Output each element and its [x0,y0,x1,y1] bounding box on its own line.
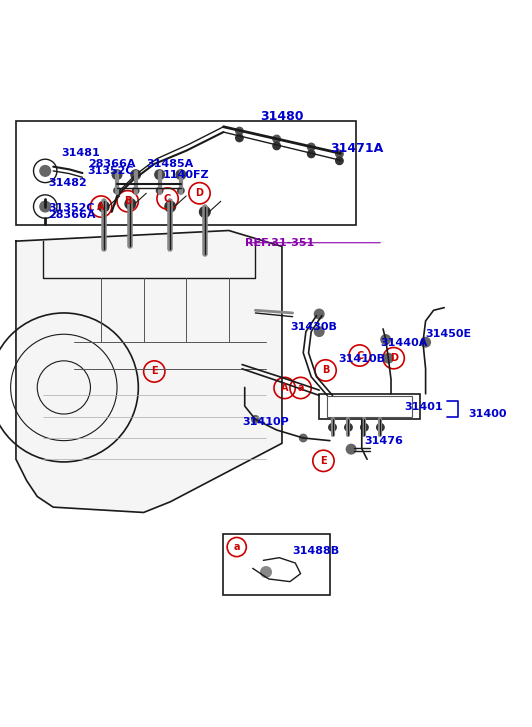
Text: A: A [97,201,105,212]
Circle shape [200,206,210,217]
Circle shape [261,567,271,577]
Text: 31485A: 31485A [146,159,194,169]
Text: 31410B: 31410B [338,354,385,364]
Text: B: B [322,366,329,375]
Circle shape [112,170,122,180]
Circle shape [307,150,315,158]
Circle shape [273,135,280,142]
Bar [16,121,356,225]
Text: REF.31-351: REF.31-351 [245,238,314,248]
Circle shape [345,424,352,431]
Circle shape [346,444,356,454]
Text: a: a [234,542,240,552]
Text: 31430B: 31430B [290,322,337,332]
Circle shape [381,334,390,345]
Text: 31352C: 31352C [48,203,94,212]
Text: 31450E: 31450E [426,329,472,340]
Text: D: D [389,353,398,364]
Text: 1140FZ: 1140FZ [162,169,209,180]
Text: E: E [151,366,157,377]
Text: D: D [195,188,204,198]
Text: 31401: 31401 [404,402,443,412]
Circle shape [336,150,343,158]
Text: A: A [281,383,288,393]
Circle shape [377,424,384,431]
Text: C: C [356,350,363,361]
Circle shape [336,157,343,164]
Circle shape [40,201,51,212]
Text: C: C [164,193,171,204]
Text: 31410P: 31410P [242,417,289,427]
Text: 31440A: 31440A [380,338,428,348]
Circle shape [329,424,336,431]
Text: 31476: 31476 [364,435,403,446]
Text: E: E [320,456,327,466]
Circle shape [156,188,163,194]
Circle shape [236,134,243,142]
Text: B: B [124,196,131,206]
Circle shape [165,201,176,212]
Circle shape [361,424,368,431]
Circle shape [98,201,109,212]
Circle shape [307,143,315,150]
Polygon shape [16,230,282,513]
Circle shape [40,166,51,176]
Circle shape [176,170,186,180]
Circle shape [384,353,393,363]
Circle shape [132,188,139,194]
Circle shape [300,434,307,442]
Text: 31471A: 31471A [330,142,383,155]
Circle shape [125,198,136,209]
Circle shape [252,416,259,423]
Circle shape [314,327,324,337]
Bar [223,534,330,595]
Circle shape [155,170,164,180]
Text: 28366A: 28366A [88,159,135,169]
Bar [319,394,420,419]
Bar [327,396,412,417]
Circle shape [273,142,280,150]
Circle shape [114,188,120,194]
Circle shape [236,127,243,134]
Circle shape [178,188,184,194]
Text: 28366A: 28366A [48,209,95,220]
Text: 31481: 31481 [61,148,100,158]
Text: 31352C: 31352C [88,166,134,176]
Text: 31488B: 31488B [293,546,340,555]
Circle shape [421,337,430,347]
Text: 31400: 31400 [468,409,506,419]
Circle shape [314,309,324,319]
Text: a: a [297,383,304,393]
Text: 31482: 31482 [48,177,87,188]
Circle shape [131,170,140,180]
Text: 31480: 31480 [261,110,304,123]
